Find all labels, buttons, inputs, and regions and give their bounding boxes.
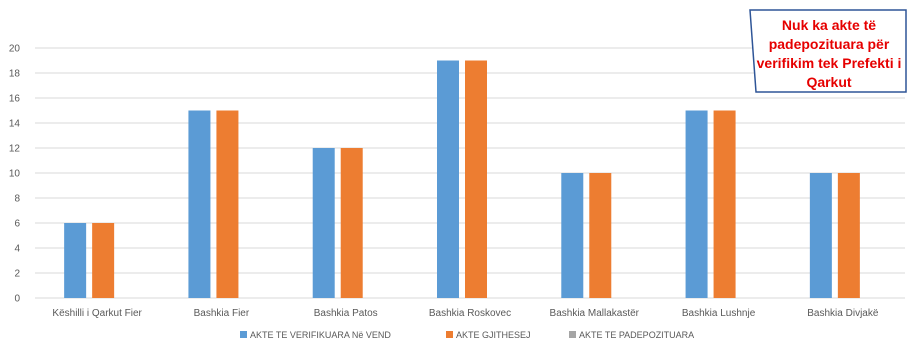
legend-label: AKTE GJITHESEJ <box>456 330 531 340</box>
y-tick-label: 0 <box>14 294 20 305</box>
x-category-label: Këshilli i Qarkut Fier <box>52 308 142 319</box>
y-tick-label: 8 <box>14 194 20 205</box>
bar <box>465 60 487 298</box>
bar <box>92 223 115 298</box>
bar <box>809 173 832 298</box>
bar <box>312 148 335 298</box>
y-tick-label: 18 <box>9 69 21 80</box>
y-tick-label: 10 <box>9 169 21 180</box>
x-category-label: Bashkia Lushnje <box>682 308 756 319</box>
y-tick-label: 12 <box>9 144 21 155</box>
x-category-label: Bashkia Divjakë <box>807 308 879 319</box>
bar <box>216 110 239 298</box>
callout-box <box>749 9 907 93</box>
x-axis-categories: Këshilli i Qarkut Fier Bashkia Fier Bashki… <box>52 308 878 319</box>
bar <box>837 173 860 298</box>
callout-annotation: Nuk ka akte të padepozituara për verifik… <box>756 17 902 90</box>
legend-swatch <box>240 331 247 338</box>
legend-label: AKTE TE PADEPOZITUARA <box>579 330 694 340</box>
x-category-label: Bashkia Roskovec <box>429 308 511 319</box>
x-category-label: Bashkia Fier <box>194 308 250 319</box>
bar <box>561 173 584 298</box>
legend: AKTE TE VERIFIKUARA Në VEND AKTE GJITHESE… <box>240 330 694 340</box>
legend-swatch <box>569 331 576 338</box>
bar <box>188 110 211 298</box>
x-category-label: Bashkia Patos <box>314 308 378 319</box>
x-category-label: Bashkia Mallakastër <box>550 308 640 319</box>
bar <box>64 223 87 298</box>
legend-swatch <box>446 331 453 338</box>
bars <box>64 60 860 298</box>
legend-label: AKTE TE VERIFIKUARA Në VEND <box>250 330 391 340</box>
bar <box>340 148 363 298</box>
y-tick-label: 6 <box>14 219 20 230</box>
bar <box>437 60 459 298</box>
y-tick-label: 16 <box>9 94 21 105</box>
y-tick-label: 4 <box>14 244 20 255</box>
bar <box>685 110 708 298</box>
bar <box>713 110 736 298</box>
bar <box>589 173 612 298</box>
y-tick-label: 2 <box>14 269 20 280</box>
y-tick-label: 14 <box>9 119 21 130</box>
y-axis-ticks: 0 2 4 6 8 10 12 14 16 18 20 <box>9 44 21 305</box>
y-tick-label: 20 <box>9 44 21 55</box>
